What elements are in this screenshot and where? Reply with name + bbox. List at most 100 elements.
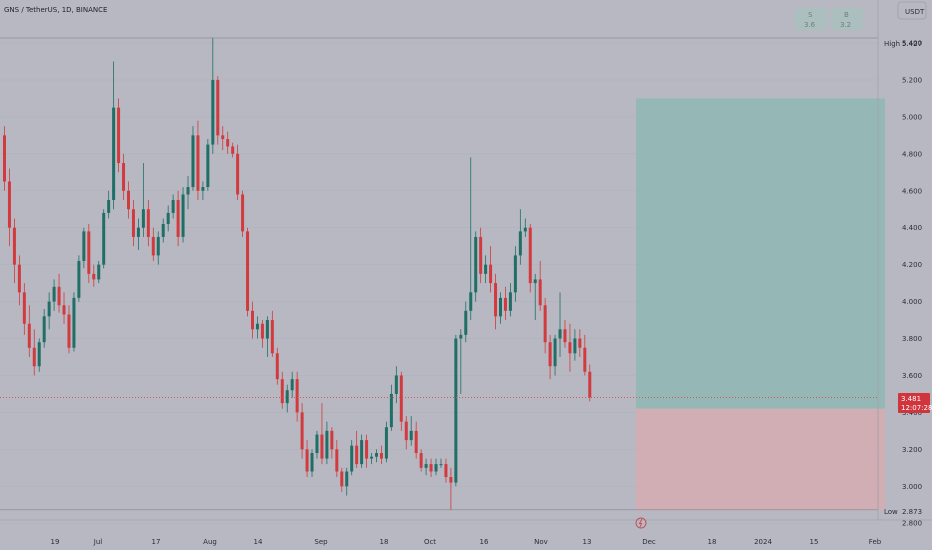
candle-body: [166, 212, 170, 225]
candle-body: [494, 283, 498, 317]
candle-body: [251, 310, 254, 330]
last-price-value: 3.481: [901, 395, 921, 403]
candle: [17, 255, 21, 306]
candle: [513, 246, 517, 302]
long-position-tool[interactable]: [636, 98, 885, 511]
candle-body: [394, 375, 398, 394]
candle: [553, 334, 557, 376]
candle-body: [87, 231, 91, 274]
candle-body: [345, 471, 349, 487]
x-tick-label: Dec: [642, 538, 656, 546]
x-tick-label: 15: [810, 538, 819, 546]
candle: [315, 430, 319, 459]
candle-body: [122, 163, 126, 191]
candle-body: [573, 338, 577, 354]
currency-label: USDT: [905, 8, 925, 16]
candle: [384, 421, 388, 463]
candle: [459, 329, 463, 394]
candle-body: [528, 227, 532, 284]
candle: [429, 458, 433, 478]
currency-button[interactable]: USDT: [897, 1, 927, 20]
buy-price: 3.2: [840, 21, 851, 29]
candle-body: [32, 347, 36, 367]
candle-body: [57, 286, 61, 306]
candle: [573, 329, 577, 361]
candle-body: [543, 305, 547, 343]
candle: [92, 264, 96, 287]
candle: [191, 126, 195, 191]
candle-body: [360, 440, 364, 465]
candle: [558, 292, 562, 357]
candle: [548, 334, 552, 380]
candle: [52, 279, 56, 311]
candle-body: [315, 434, 319, 454]
symbol-title[interactable]: GNS / TetherUS, 1D, BINANCE: [4, 6, 107, 14]
candle-body: [409, 430, 413, 441]
buy-button[interactable]: B 3.2: [831, 8, 863, 30]
candle: [578, 329, 582, 357]
y-tick-label: 5.000: [902, 113, 922, 121]
low-value: 2.873: [902, 508, 922, 516]
candle: [22, 283, 26, 335]
candle: [365, 434, 369, 468]
candle: [136, 218, 140, 250]
y-tick-label: 4.200: [902, 261, 922, 269]
candle-body: [518, 231, 522, 256]
candle: [97, 260, 101, 284]
candle-body: [146, 209, 150, 237]
candle: [518, 209, 522, 265]
time-axis[interactable]: 19 Jul 17 Aug 14 Sep 18 Oct 16 Nov 13 Dec 18 2024 15 Fe…: [51, 538, 882, 546]
candle-body: [241, 194, 245, 232]
candle-body: [156, 236, 160, 256]
candle-body: [181, 194, 185, 237]
candle: [464, 301, 468, 343]
candle-body: [340, 471, 344, 487]
y-tick-label: 5.400: [902, 40, 922, 48]
y-tick-label: 4.800: [902, 150, 922, 158]
candle-body: [22, 292, 26, 324]
candle: [454, 334, 458, 487]
candle: [151, 227, 155, 261]
candle: [156, 231, 160, 265]
candle-body: [513, 255, 517, 293]
candle: [469, 157, 473, 321]
candle: [280, 371, 284, 409]
candle: [206, 139, 210, 191]
candle-body: [112, 107, 116, 200]
candle-body: [131, 209, 135, 237]
candle-body: [260, 323, 264, 339]
candle: [122, 153, 126, 200]
candle: [290, 371, 294, 398]
candle-body: [310, 453, 314, 472]
candle-body: [161, 224, 165, 237]
y-tick-label: 4.000: [902, 298, 922, 306]
candle: [474, 231, 478, 302]
candle: [226, 131, 230, 154]
sell-button[interactable]: S 3.6: [795, 8, 827, 30]
x-tick-label: Oct: [424, 538, 436, 546]
candle-body: [325, 430, 329, 459]
loss-zone[interactable]: [636, 408, 885, 511]
candle-body: [583, 347, 587, 372]
candle: [449, 467, 453, 511]
candle-body: [444, 464, 448, 478]
candle: [414, 421, 418, 459]
candle-body: [399, 375, 403, 422]
candle-body: [92, 273, 96, 280]
flash-icon[interactable]: [635, 517, 647, 529]
candle: [260, 320, 264, 348]
candle-body: [275, 353, 279, 380]
candle: [275, 347, 279, 385]
candle: [77, 255, 81, 302]
candle-body: [136, 227, 140, 237]
profit-zone[interactable]: [636, 98, 885, 409]
candle-body: [350, 445, 354, 472]
x-tick-label: Sep: [314, 538, 328, 546]
candle: [538, 260, 542, 311]
candle: [523, 218, 527, 237]
candle: [117, 98, 121, 173]
high-label: High: [884, 40, 900, 48]
candle: [181, 187, 185, 243]
candle-body: [102, 212, 106, 265]
